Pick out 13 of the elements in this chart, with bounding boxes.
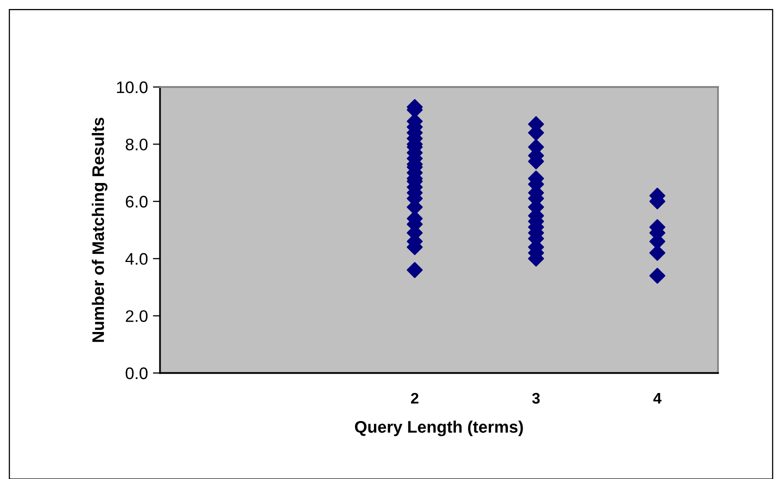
point	[649, 268, 666, 284]
x-tick-label: 3	[532, 392, 540, 404]
y-axis-title: Number of Matching Results	[92, 118, 108, 342]
x-axis-title: Query Length (terms)	[354, 420, 523, 436]
y-tick-label: 0.0	[126, 367, 148, 380]
point	[406, 262, 423, 278]
y-tick-label: 6.0	[126, 196, 148, 208]
x-tick-label: 4	[653, 393, 662, 404]
y-tick-label: 2.0	[126, 310, 148, 322]
y-tick-label: 8.0	[126, 138, 148, 150]
y-tick-label: 4.0	[125, 253, 148, 265]
x-tick-label: 2	[411, 392, 418, 404]
y-tick-label: 10.0	[117, 81, 148, 94]
